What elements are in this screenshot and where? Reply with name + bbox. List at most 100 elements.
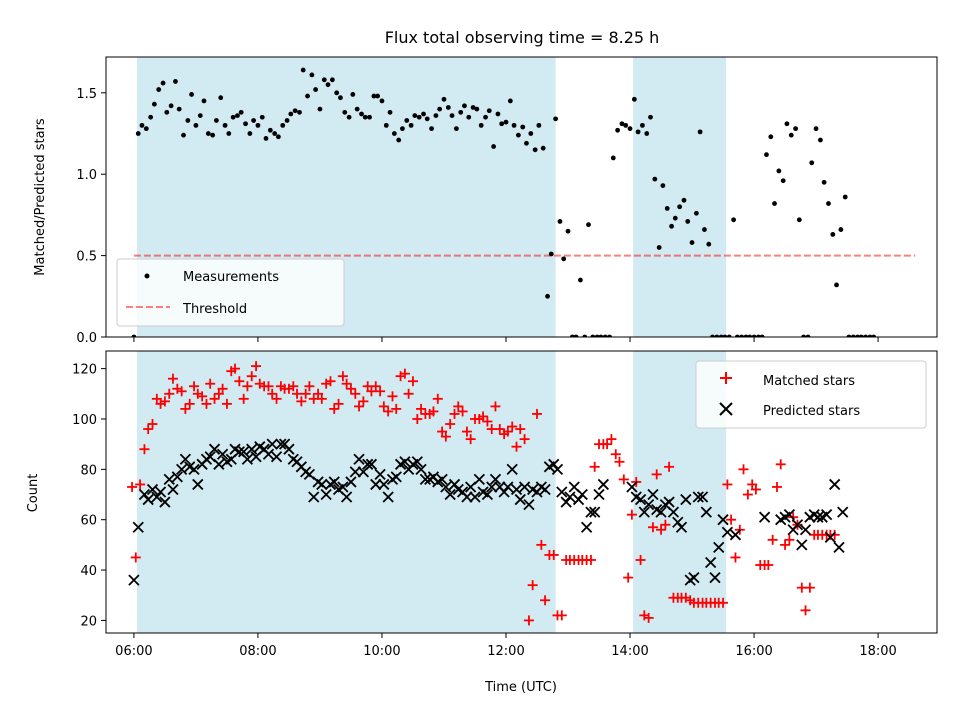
measurement-point [437, 106, 443, 112]
matched-star-point [515, 424, 526, 435]
matched-star-point [383, 406, 394, 417]
measurement-point [511, 122, 517, 128]
matched-star-point [437, 426, 448, 437]
predicted-star-point [502, 481, 514, 493]
predicted-star-point [824, 531, 836, 543]
measurement-point [359, 111, 364, 117]
predicted-star-point [246, 443, 258, 455]
measurement-point [507, 98, 513, 104]
measurement-point [569, 334, 575, 337]
measurement-point [540, 145, 546, 151]
predicted-star-point [328, 476, 340, 488]
predicted-star-point [138, 488, 151, 501]
measurement-point [284, 118, 290, 123]
measurement-point [598, 334, 604, 337]
measurement-point [528, 131, 534, 136]
measurement-point [871, 334, 877, 337]
measurement-point [669, 223, 674, 229]
predicted-star-point [142, 493, 154, 506]
measurement-point [607, 334, 612, 337]
matched-star-point [143, 424, 154, 435]
legend-measurements-marker [144, 273, 150, 279]
predicted-star-point [151, 491, 163, 503]
matched-star-point [453, 401, 464, 412]
top-y-axis-label: Matched/Predicted stars [33, 118, 48, 276]
predicted-star-point [444, 488, 456, 501]
predicted-star-point [539, 483, 551, 496]
highlight-span-1 [633, 57, 727, 337]
matched-star-point [742, 489, 753, 500]
measurement-point [247, 131, 253, 136]
matched-star-point [432, 393, 443, 404]
matched-star-point [647, 522, 658, 533]
measurement-point [338, 95, 343, 101]
measurement-point [329, 77, 335, 83]
legend-predicted-label: Predicted stars [763, 404, 860, 419]
measurement-point [412, 113, 418, 119]
predicted-star-point [266, 438, 278, 450]
measurement-point [793, 126, 799, 132]
measurement-point [578, 277, 583, 283]
measurement-point [697, 129, 703, 135]
matched-star-point [623, 572, 634, 583]
matched-star-point [205, 378, 216, 389]
measurement-point [458, 109, 464, 115]
measurement-point [702, 227, 707, 232]
predicted-star-point [556, 486, 568, 498]
matched-star-point [267, 388, 278, 399]
matched-star-point [167, 373, 178, 384]
matched-star-point [304, 381, 315, 392]
predicted-star-point [188, 463, 200, 475]
measurement-point [143, 126, 149, 132]
matched-star-point [217, 383, 228, 394]
matched-star-point [651, 469, 662, 480]
matched-star-point [399, 368, 410, 379]
measurement-point [656, 245, 662, 250]
predicted-star-point [436, 473, 448, 486]
measurement-point [441, 96, 447, 102]
measurement-point [755, 334, 761, 337]
predicted-star-point [709, 571, 721, 584]
matched-star-point [229, 363, 240, 374]
predicted-star-point [146, 483, 159, 496]
predicted-star-point [576, 488, 588, 501]
matched-star-point [197, 391, 208, 402]
measurement-point [557, 219, 563, 224]
matched-star-point [164, 388, 175, 399]
predicted-star-point [812, 511, 824, 523]
matched-star-point [391, 403, 402, 414]
predicted-star-point [345, 476, 357, 488]
matched-star-point [540, 595, 551, 606]
measurement-point [156, 87, 162, 92]
predicted-star-point [208, 443, 221, 455]
matched-star-point [251, 361, 262, 372]
y-tick-label: 1.0 [76, 168, 97, 183]
matched-star-point [407, 376, 418, 387]
measurement-point [213, 118, 219, 123]
measurement-point [545, 293, 550, 299]
measurement-point [139, 122, 145, 128]
matched-star-point [159, 396, 170, 407]
predicted-star-point [580, 521, 593, 533]
measurement-point [151, 101, 157, 107]
measurement-point [830, 232, 836, 237]
predicted-star-point [642, 498, 655, 511]
y-tick-label: 80 [80, 463, 97, 478]
predicted-star-point [585, 506, 597, 518]
matched-star-point [532, 408, 543, 419]
measurement-point [610, 155, 616, 161]
measurement-point [251, 118, 256, 123]
predicted-star-point [262, 448, 275, 460]
bottom-panel: 20 40 60 80 100 120 06:00 08:00 10:00 12:00 14:00… [26, 350, 938, 695]
bottom-axes-frame [105, 350, 938, 634]
matched-star-point [387, 391, 398, 402]
matched-star-point [800, 605, 811, 616]
measurement-point [160, 80, 166, 86]
predicted-star-point [572, 493, 585, 506]
measurement-point [408, 122, 414, 128]
measurement-point [379, 98, 385, 104]
measurement-point [342, 109, 348, 115]
matched-star-point [296, 396, 307, 407]
measurement-point [495, 111, 501, 117]
y-tick-label: 0.0 [76, 331, 97, 346]
